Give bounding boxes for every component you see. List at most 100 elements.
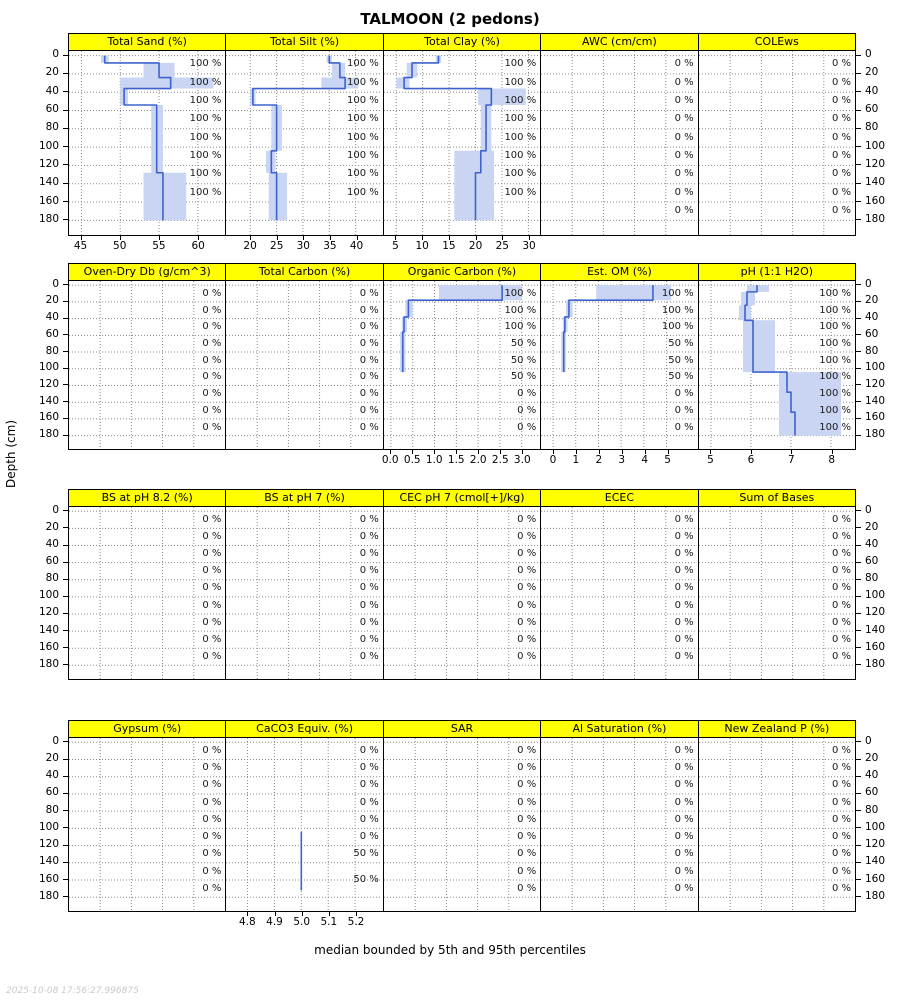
percentile-band [561,285,672,373]
panel-canvas-total-sand [69,51,225,235]
depth-tick-mark [856,810,861,812]
depth-tick-label: 20 [865,66,879,79]
x-tick-label: 1.5 [447,454,465,466]
contribution-label: 0 % [517,796,537,808]
contribution-label: 0 % [202,599,222,611]
contribution-label: 0 % [674,779,694,791]
depth-tick-mark [856,201,861,203]
depth-tick-label: 180 [865,889,886,902]
contribution-label: 0 % [359,513,379,525]
panel-plot-organic-carbon: 100 % 100 % 100 % 50 % 50 % 50 % 0 % 0 % 0 % [383,281,540,449]
contribution-label: 100 % [189,168,222,180]
depth-tick-mark [63,827,68,829]
contribution-label: 0 % [359,371,379,383]
depth-tick-label: 140 [38,623,59,636]
depth-tick-label: 80 [865,803,879,816]
x-tick-mark [502,236,504,240]
x-tick-label: 4 [641,454,649,466]
x-axis-row-2: 0.0 0.5 1.0 1.5 2.0 2.5 3.0 0 1 2 3 4 5 5 6 7 8 [26,450,898,467]
contribution-label: 0 % [831,882,852,894]
contribution-label: 50 % [353,874,379,886]
contribution-label: 100 % [504,113,537,125]
contribution-label: 0 % [674,531,694,543]
panel-total-silt: Total Silt (%) 100 % 100 % 100 % 100 % 100 % 1… [225,33,384,236]
x-tick-label: 5.0 [293,916,311,928]
depth-tick-mark [63,612,68,614]
depth-tick-mark [856,741,861,743]
depth-tick-mark [63,146,68,148]
depth-tick-label: 120 [38,606,59,619]
panel-gypsum: Gypsum (%) 0 % 0 % 0 % 0 % 0 % 0 % 0 % 0 % 0 % [68,720,227,912]
contribution-label: 0 % [359,354,379,366]
contribution-label: 0 % [831,599,852,611]
panel-strip-gypsum: Gypsum (%) [69,721,226,738]
contribution-label: 100 % [504,58,537,70]
x-tick-mark [303,236,305,240]
depth-tick-label: 120 [865,377,886,390]
panel-plot-total-sand: 100 % 100 % 100 % 100 % 100 % 100 % 100 % 100 % [69,51,225,235]
depth-tick-mark [856,434,861,436]
contribution-label: 0 % [831,513,852,525]
depth-tick-mark [856,284,861,286]
contribution-label: 100 % [347,58,379,70]
panel-canvas-ph-1-1-h2o [698,281,855,449]
panel-canvas-al-saturation [541,738,698,911]
x-axis-colews [698,236,856,253]
contribution-label: 0 % [831,796,852,808]
depth-tick-label: 120 [38,157,59,170]
depth-tick-mark [63,792,68,794]
contribution-label: 0 % [517,633,537,645]
x-axis-est-om: 0 1 2 3 4 5 [541,450,699,467]
x-axis-total-carbon [226,450,384,467]
panel-canvas-gypsum [69,738,225,911]
median-line [403,55,492,221]
depth-tick-label: 40 [45,538,59,550]
x-tick-label: 50 [113,240,127,252]
contribution-label: 0 % [202,531,222,543]
x-tick-mark [198,236,200,240]
depth-tick-label: 140 [865,855,886,868]
panel-plot-ph-1-1-h2o: 100 % 100 % 100 % 100 % 100 % 100 % 100 % 100 %… [698,281,855,449]
contribution-label: 0 % [202,848,222,860]
depth-tick-mark [856,664,861,666]
depth-tick-mark [63,879,68,880]
depth-tick-mark [856,879,861,880]
contribution-label: 0 % [359,745,379,757]
contribution-label: 100 % [189,95,222,107]
contribution-label: 0 % [674,95,694,107]
panel-canvas-est-om [541,281,698,449]
depth-tick-label: 160 [38,640,59,653]
contribution-label: 0 % [359,831,379,843]
contribution-label: 0 % [831,633,852,645]
depth-tick-label: 100 [865,139,886,152]
panel-new-zealand-p: New Zealand P (%) 0 % 0 % 0 % 0 % 0 % 0 % 0 % 0 … [697,720,857,912]
contribution-label: 0 % [831,58,852,70]
x-tick-mark [552,450,554,454]
depth-tick-mark [63,561,68,563]
median-line [252,55,347,221]
contribution-label: 0 % [202,882,222,894]
x-tick-mark [621,450,623,454]
depth-tick-label: 80 [865,572,879,585]
depth-tick-mark [63,417,68,419]
x-tick-mark [301,912,303,916]
panel-strip-sar: SAR [383,721,541,738]
panel-total-clay: Total Clay (%) 100 % 100 % 100 % 100 % 100 % 1… [382,33,542,236]
panel-strip-est-om: Est. OM (%) [541,264,698,281]
contribution-label: 0 % [202,633,222,645]
depth-tick-label: 20 [45,752,59,765]
depth-axis-right: 0 20 40 60 80 100 120 140 160 180 [856,489,898,680]
x-axis-al-saturation [541,912,699,929]
depth-tick-label: 140 [38,855,59,868]
depth-tick-label: 180 [38,428,59,441]
contribution-label: 100 % [661,304,694,316]
panel-strip-total-silt: Total Silt (%) [226,34,383,51]
x-axis-total-clay: 5 10 15 20 25 30 [383,236,541,253]
depth-tick-label: 100 [865,589,886,602]
depth-tick-label: 100 [865,820,886,833]
panel-bs-at-ph-8-2: BS at pH 8.2 (%) 0 % 0 % 0 % 0 % 0 % 0 % 0 % 0 %… [68,489,227,680]
x-tick-label: 25 [270,240,284,252]
contribution-label: 0 % [359,582,379,594]
contribution-label: 0 % [517,831,537,843]
